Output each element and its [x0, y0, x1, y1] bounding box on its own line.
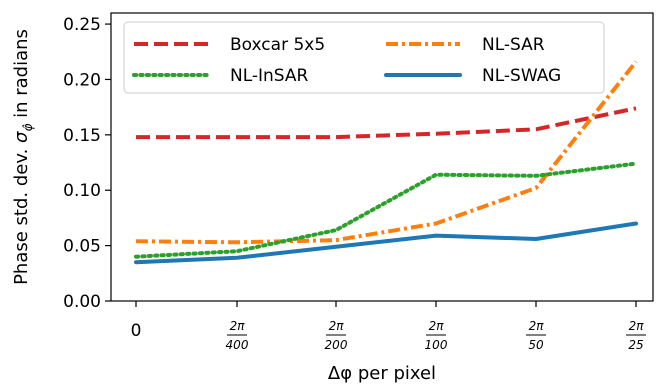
- y-tick-label: 0.10: [63, 181, 101, 201]
- legend-label-boxcar-5x5: Boxcar 5x5: [230, 35, 325, 55]
- x-tick-numerator: 2π: [429, 319, 445, 333]
- y-tick-label: 0.20: [63, 70, 101, 90]
- plot-frame: [110, 12, 654, 302]
- y-tick-label: 0.15: [63, 126, 101, 146]
- x-tick-denominator: 25: [628, 338, 643, 352]
- series-line-boxcar-5x5: [136, 106, 637, 140]
- x-tick-numerator: 2π: [629, 319, 645, 333]
- series-line-nl-insar: [134, 161, 638, 259]
- legend-label-nl-insar: NL-InSAR: [230, 66, 309, 86]
- x-tick-denominator: 50: [528, 338, 544, 352]
- y-axis-label: Phase std. dev. σφ̂ in radians: [11, 29, 35, 285]
- series-layer: [134, 60, 638, 265]
- legend-label-nl-swag: NL-SWAG: [482, 66, 561, 86]
- x-axis-label: Δφ per pixel: [328, 363, 436, 384]
- series-line-nl-swag: [134, 221, 638, 265]
- x-tick-denominator: 200: [325, 338, 348, 352]
- x-tick-label: 0: [131, 321, 142, 341]
- y-axis: 0.00 0.05 0.10 0.15 0.20 0.25: [63, 15, 111, 312]
- y-tick-label: 0.25: [63, 15, 101, 35]
- y-tick-label: 0.00: [63, 292, 101, 312]
- legend: Boxcar 5x5 NL-SAR NL-InSAR NL-SWAG: [123, 21, 605, 94]
- x-tick-denominator: 400: [226, 338, 249, 352]
- y-tick-label: 0.05: [63, 237, 101, 257]
- legend-label-nl-sar: NL-SAR: [482, 35, 545, 55]
- legend-box: [123, 21, 605, 94]
- x-tick-denominator: 100: [425, 338, 448, 352]
- x-tick-numerator: 2π: [529, 319, 545, 333]
- x-tick-numerator: 2π: [230, 319, 246, 333]
- x-tick-numerator: 2π: [329, 319, 345, 333]
